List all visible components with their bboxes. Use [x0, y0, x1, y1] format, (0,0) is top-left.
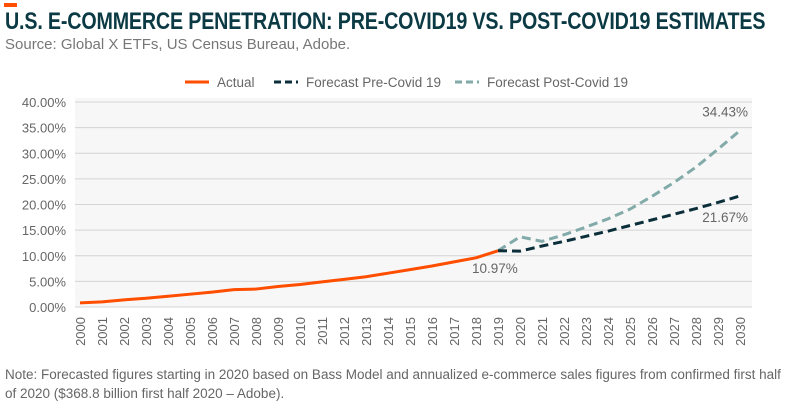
x-tick-label: 2015 [403, 317, 418, 346]
data-label: 21.67% [702, 210, 748, 225]
x-tick-label: 2004 [161, 317, 176, 346]
data-label: 34.43% [702, 105, 748, 120]
series-line-2 [497, 129, 741, 253]
x-tick-label: 2001 [95, 317, 110, 346]
x-tick-label: 2028 [689, 317, 704, 346]
y-tick-label: 40.00% [22, 95, 67, 110]
legend-label: Forecast Post-Covid 19 [487, 75, 628, 90]
legend-label: Actual [217, 75, 255, 90]
chart-title: U.S. E-COMMERCE PENETRATION: PRE-COVID19… [5, 8, 766, 35]
x-tick-label: 2008 [249, 317, 264, 346]
x-tick-label: 2018 [469, 317, 484, 346]
x-tick-label: 2017 [447, 317, 462, 346]
x-tick-label: 2026 [645, 317, 660, 346]
x-tick-label: 2029 [711, 317, 726, 346]
x-tick-label: 2022 [557, 317, 572, 346]
chart-note: Note: Forecasted figures starting in 202… [5, 367, 781, 401]
title-accent-bar [4, 3, 17, 7]
x-tick-label: 2003 [139, 317, 154, 346]
x-tick-label: 2007 [227, 317, 242, 346]
x-tick-label: 2005 [183, 317, 198, 346]
series-line-0 [79, 249, 499, 305]
plot-area [75, 98, 752, 307]
x-tick-label: 2002 [117, 317, 132, 346]
y-tick-label: 25.00% [22, 172, 67, 187]
x-tick-label: 2020 [513, 317, 528, 346]
x-tick-label: 2011 [315, 317, 330, 345]
chart-source: Source: Global X ETFs, US Census Bureau,… [5, 36, 351, 53]
line-chart: 0.00% 5.00% 10.00% 15.00% 20.00% 25.00% 30.00%… [22, 75, 752, 346]
x-tick-label: 2014 [381, 317, 396, 346]
x-tick-label: 2024 [601, 317, 616, 346]
y-tick-label: 10.00% [22, 249, 67, 264]
x-tick-label: 2030 [733, 317, 748, 346]
x-tick-label: 2006 [205, 317, 220, 346]
y-tick-label: 35.00% [22, 121, 67, 136]
x-tick-label: 2012 [337, 317, 352, 346]
x-tick-label: 2010 [293, 317, 308, 346]
x-tick-label: 2023 [579, 317, 594, 346]
data-label: 10.97% [472, 261, 518, 276]
x-tick-label: 2019 [491, 317, 506, 346]
x-tick-label: 2013 [359, 317, 374, 346]
x-tick-label: 2016 [425, 317, 440, 346]
y-tick-label: 5.00% [29, 274, 66, 289]
y-tick-label: 30.00% [22, 146, 67, 161]
x-tick-label: 2025 [623, 317, 638, 346]
x-tick-label: 2027 [667, 317, 682, 346]
y-tick-label: 15.00% [22, 223, 67, 238]
x-tick-label: 2021 [535, 317, 550, 346]
x-tick-label: 2009 [271, 317, 286, 346]
y-tick-label: 0.00% [29, 300, 66, 315]
x-tick-label: 2000 [73, 317, 88, 346]
y-tick-label: 20.00% [22, 198, 67, 213]
legend-label: Forecast Pre-Covid 19 [306, 75, 441, 90]
